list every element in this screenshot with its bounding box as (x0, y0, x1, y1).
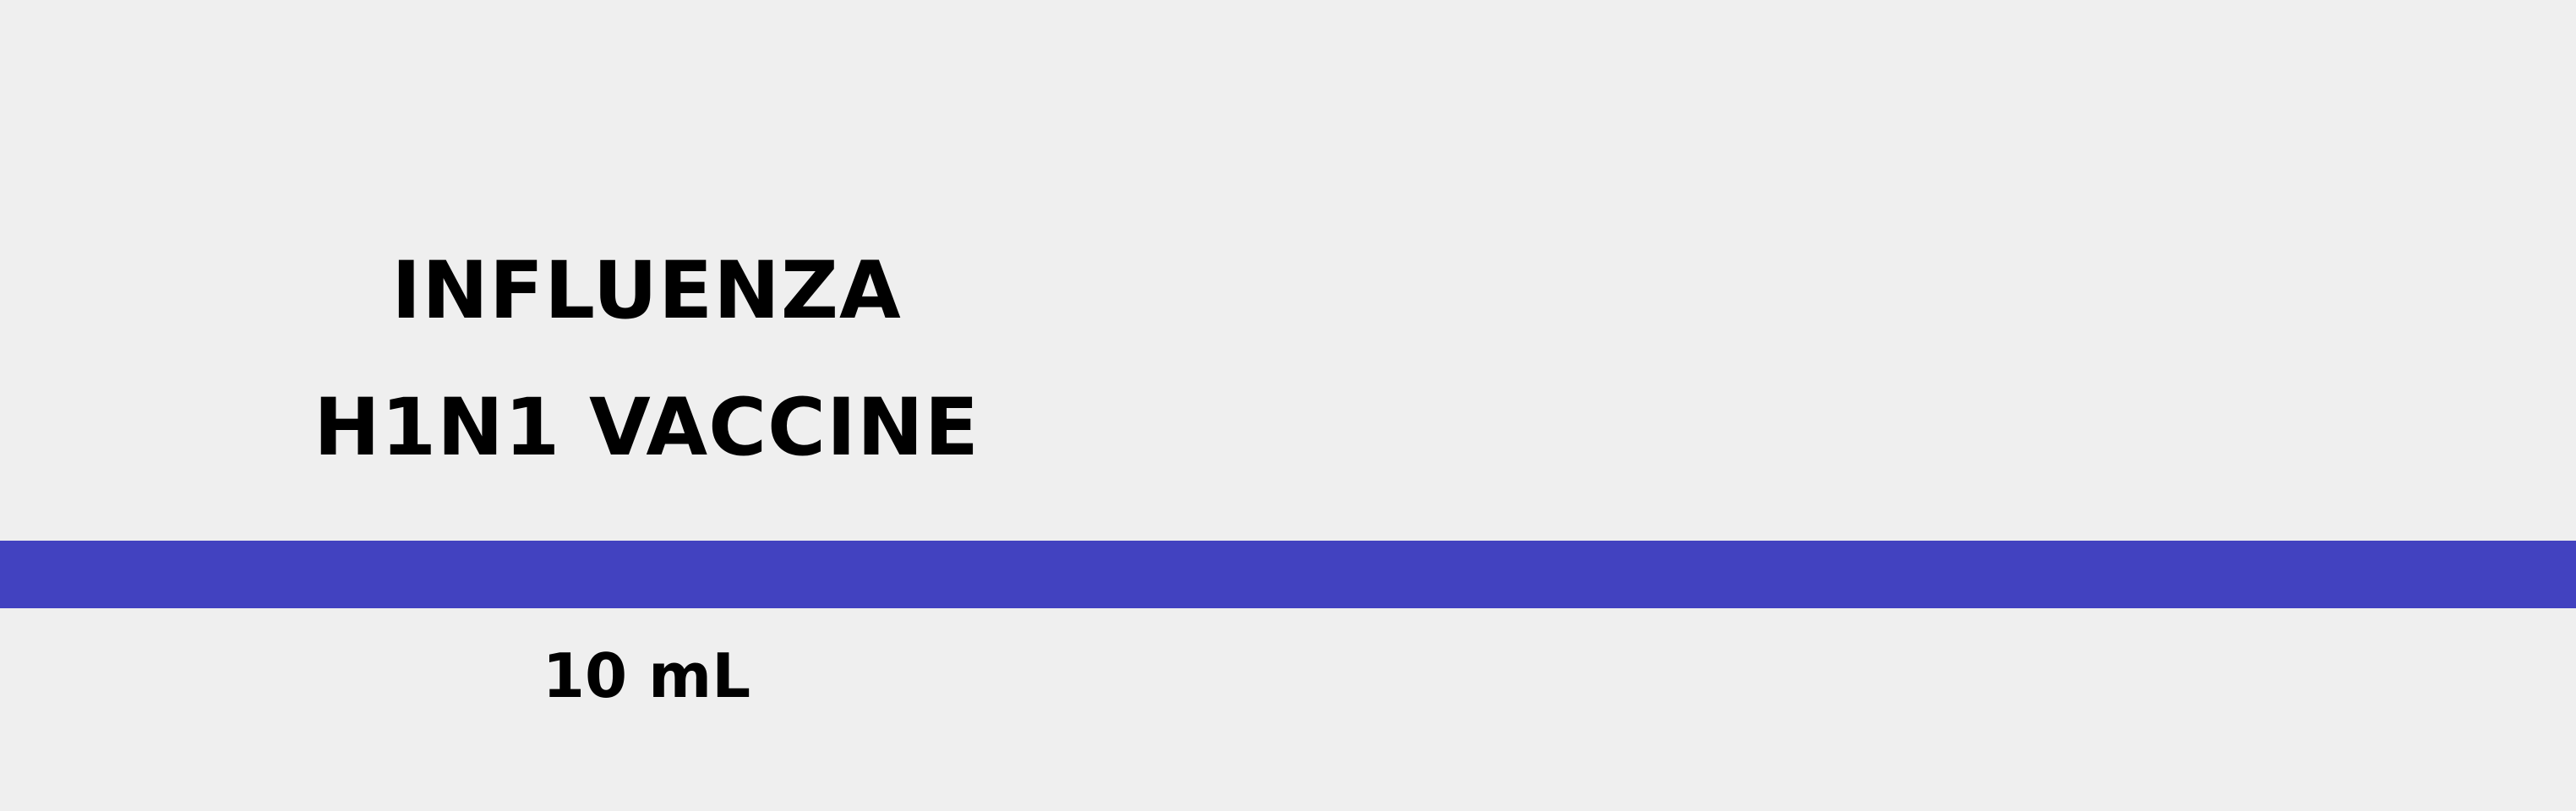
color-band (0, 541, 2576, 608)
vaccine-volume: 10 mL (542, 640, 751, 711)
vaccine-title: INFLUENZA H1N1 VACCINE (314, 245, 980, 474)
